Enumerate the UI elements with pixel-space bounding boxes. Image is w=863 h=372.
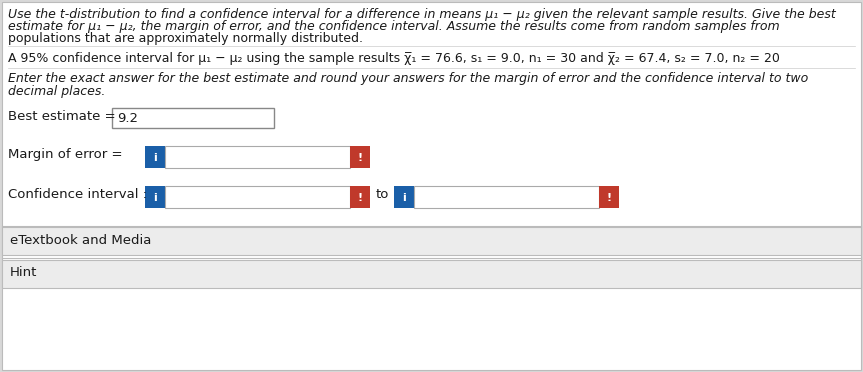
Text: i: i — [153, 193, 157, 203]
Text: estimate for μ₁ − μ₂, the margin of error, and the confidence interval. Assume t: estimate for μ₁ − μ₂, the margin of erro… — [8, 20, 779, 33]
Bar — [599, 186, 619, 208]
Bar — [165, 186, 350, 208]
Bar — [2, 260, 861, 288]
Text: Best estimate =: Best estimate = — [8, 110, 116, 123]
Text: !: ! — [607, 193, 612, 203]
Text: Hint: Hint — [10, 266, 37, 279]
Bar — [350, 186, 370, 208]
Text: Confidence interval :: Confidence interval : — [8, 188, 147, 201]
Bar — [394, 186, 414, 208]
Text: !: ! — [357, 193, 362, 203]
Text: populations that are approximately normally distributed.: populations that are approximately norma… — [8, 32, 363, 45]
Text: decimal places.: decimal places. — [8, 85, 105, 98]
Bar — [414, 186, 599, 208]
Text: A 95% confidence interval for μ₁ − μ₂ using the sample results χ̅₁ = 76.6, s₁ = : A 95% confidence interval for μ₁ − μ₂ us… — [8, 52, 780, 65]
Bar — [350, 146, 370, 168]
Text: 9.2: 9.2 — [117, 112, 138, 125]
Bar — [112, 108, 274, 128]
Text: to: to — [376, 188, 389, 201]
Text: i: i — [402, 193, 406, 203]
Bar — [145, 186, 165, 208]
Text: !: ! — [357, 153, 362, 163]
Text: eTextbook and Media: eTextbook and Media — [10, 234, 151, 247]
Text: i: i — [153, 153, 157, 163]
Text: Margin of error =: Margin of error = — [8, 148, 123, 161]
Bar — [2, 227, 861, 255]
Bar — [165, 146, 350, 168]
Text: Enter the exact answer for the best estimate and round your answers for the marg: Enter the exact answer for the best esti… — [8, 72, 809, 85]
Bar — [145, 146, 165, 168]
Text: Use the t-distribution to find a confidence interval for a difference in means μ: Use the t-distribution to find a confide… — [8, 8, 835, 21]
